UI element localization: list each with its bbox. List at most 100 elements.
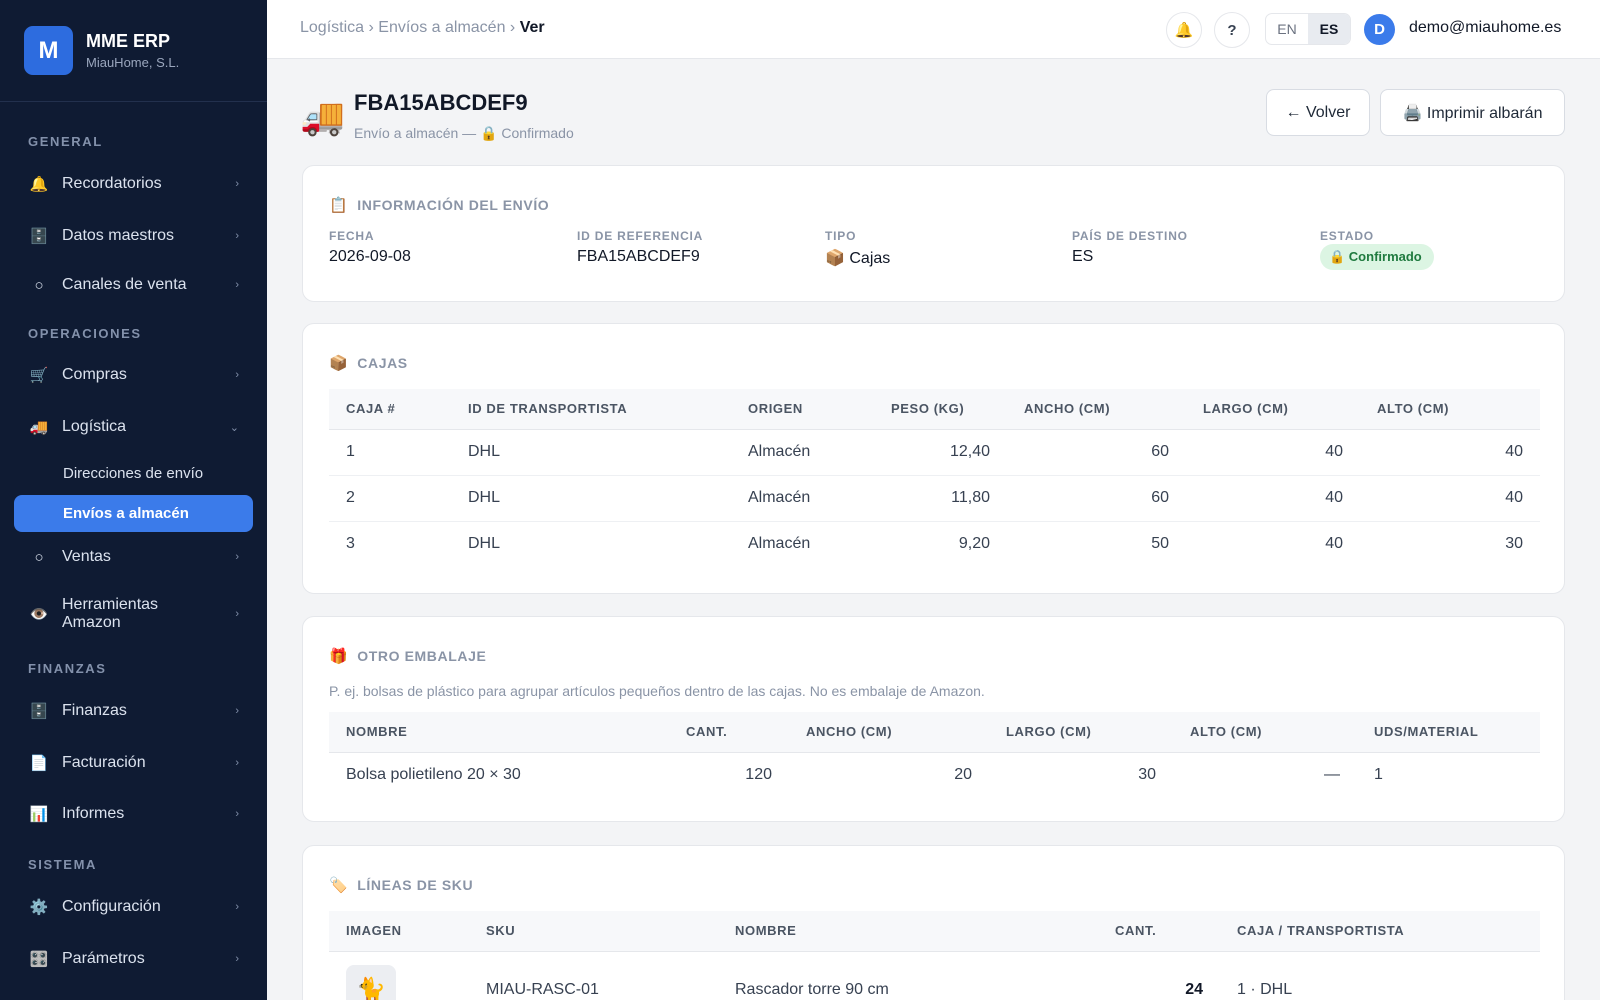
sidebar-item-label: Ventas (62, 548, 111, 565)
brand-logo[interactable]: M (24, 26, 73, 75)
sidebar-item-compras[interactable]: 🛒 Compras › (14, 356, 253, 394)
table-row: 🐈 MIAU-RASC-01 Rascador torre 90 cm 24 1… (329, 951, 1540, 1000)
info-label: ESTADO (1320, 229, 1374, 243)
column-header[interactable]: ALTO (CM) (1173, 712, 1357, 753)
cell-nombre: Bolsa polietileno 20 × 30 (346, 766, 521, 784)
gear-icon: ⚙️ (29, 899, 49, 916)
sidebar-item-parametros[interactable]: 🎛️ Parámetros › (14, 940, 253, 978)
cell-ancho: 20 (954, 766, 972, 784)
info-value: ES (1072, 248, 1094, 265)
cell-transportista: DHL (468, 535, 501, 553)
cell-transportista: DHL (451, 475, 731, 522)
sidebar-item-logistica[interactable]: 🚚 Logística ⌄ (14, 408, 253, 446)
column-header[interactable]: CAJA # (329, 389, 451, 430)
truck-icon: 🚚 (29, 419, 49, 436)
column-header[interactable]: PESO (KG) (874, 389, 1007, 430)
chevron-right-icon: › (235, 369, 239, 381)
chevron-right-icon: › (235, 808, 239, 820)
notifications-button[interactable]: 🔔 (1166, 12, 1202, 48)
sidebar: M MME ERP MiauHome, S.L. GENERAL 🔔 Recor… (0, 0, 267, 1000)
column-header[interactable]: LARGO (CM) (989, 712, 1173, 753)
cell-ancho: 60 (1007, 429, 1186, 476)
clipboard-icon: 📋 (329, 197, 349, 214)
boxes-card: 📦 CAJAS CAJA # ID DE TRANSPORTISTA ORIGE… (302, 323, 1565, 594)
column-header[interactable]: LARGO (CM) (1186, 389, 1360, 430)
sliders-icon: 🎛️ (29, 951, 49, 968)
sidebar-item-label: Canales de venta (62, 276, 187, 293)
lang-en-button[interactable]: EN (1277, 21, 1297, 37)
card-title: 🎁 OTRO EMBALAJE (329, 647, 486, 665)
table-row: 1 DHL Almacén 12,40 60 40 40 (329, 429, 1540, 476)
sidebar-item-datos-maestros[interactable]: 🗄️ Datos maestros › (14, 217, 253, 255)
help-button[interactable]: ? (1214, 12, 1250, 48)
sidebar-item-facturacion[interactable]: 📄 Facturación › (14, 744, 253, 782)
sidebar-item-herramientas-amazon[interactable]: 👁️ Herramientas Amazon › (14, 593, 253, 635)
column-header[interactable]: CANT. (1098, 911, 1220, 952)
breadcrumb-logistica[interactable]: Logística (300, 19, 365, 36)
sidebar-item-label: Configuración (62, 898, 161, 915)
sidebar-item-ventas[interactable]: ○ Ventas › (14, 538, 253, 576)
language-switcher: EN ES (1265, 13, 1351, 45)
sidebar-subitem-envios-almacen[interactable]: Envíos a almacén (14, 495, 253, 532)
table-row: Bolsa polietileno 20 × 30 120 20 30 — 1 (329, 752, 1540, 798)
cell-uds: 1 (1374, 766, 1383, 784)
back-button[interactable]: ← Volver (1266, 89, 1370, 136)
cat-icon: 🐈 (356, 976, 386, 1000)
sidebar-item-recordatorios[interactable]: 🔔 Recordatorios › (14, 165, 253, 203)
sidebar-item-canales-venta[interactable]: ○ Canales de venta › (14, 266, 253, 304)
cell-imagen: 🐈 (329, 951, 469, 1000)
column-header[interactable]: NOMBRE (329, 712, 669, 753)
column-header[interactable]: SKU (469, 911, 718, 952)
table-header-row: IMAGEN SKU NOMBRE CANT. CAJA / TRANSPORT… (329, 911, 1540, 952)
truck-icon: 🚚 (300, 96, 345, 137)
breadcrumb-separator: › (509, 19, 516, 36)
sidebar-item-finanzas[interactable]: 🗄️ Finanzas › (14, 692, 253, 730)
card-title-text: CAJAS (357, 355, 408, 371)
breadcrumb-separator: › (368, 19, 374, 36)
page-title: FBA15ABCDEF9 (354, 90, 528, 115)
circle-icon: ○ (34, 276, 44, 294)
card-title: 📋 INFORMACIÓN DEL ENVÍO (329, 196, 549, 214)
column-header[interactable]: IMAGEN (329, 911, 469, 952)
column-header[interactable]: CANT. (669, 712, 789, 753)
sidebar-item-informes[interactable]: 📊 Informes › (14, 795, 253, 833)
table-header-row: NOMBRE CANT. ANCHO (CM) LARGO (CM) ALTO … (329, 712, 1540, 753)
chevron-right-icon: › (235, 705, 239, 717)
breadcrumb-envios-almacen[interactable]: Envíos a almacén (378, 19, 506, 36)
shipment-info-card: 📋 INFORMACIÓN DEL ENVÍO FECHA 2026-09-08… (302, 165, 1565, 302)
help-icon: ? (1227, 21, 1237, 39)
info-label: FECHA (329, 229, 375, 243)
column-header[interactable]: CAJA / TRANSPORTISTA (1220, 911, 1540, 952)
user-email[interactable]: demo@miauhome.es (1409, 19, 1562, 36)
column-header[interactable]: UDS/MATERIAL (1357, 712, 1540, 753)
product-thumbnail[interactable]: 🐈 (346, 965, 396, 1000)
column-header[interactable]: ANCHO (CM) (1007, 389, 1186, 430)
sidebar-subitem-direcciones-envio[interactable]: Direcciones de envío (63, 465, 204, 482)
column-header[interactable]: ORIGEN (731, 389, 874, 430)
sidebar-item-configuracion[interactable]: ⚙️ Configuración › (14, 888, 253, 926)
sidebar-item-label: Recordatorios (62, 175, 162, 192)
print-delivery-note-button[interactable]: 🖨️ Imprimir albarán (1380, 89, 1565, 136)
cell-ancho: 60 (1007, 475, 1186, 522)
sidebar-item-label: Facturación (62, 754, 146, 771)
page-subtitle: Envío a almacén — 🔒 Confirmado (354, 125, 574, 141)
cell-alto: 40 (1360, 475, 1540, 522)
avatar[interactable]: D (1364, 14, 1395, 45)
card-title: 🏷️ LÍNEAS DE SKU (329, 876, 473, 894)
sidebar-item-label: Parámetros (62, 950, 145, 967)
cell-caja: 1 (329, 429, 451, 476)
lang-es-button[interactable]: ES (1308, 14, 1350, 44)
column-header[interactable]: ANCHO (CM) (789, 712, 989, 753)
cell-nombre: Rascador torre 90 cm (735, 981, 889, 999)
info-reference: ID DE REFERENCIA FBA15ABCDEF9 (577, 229, 703, 266)
info-fecha: FECHA 2026-09-08 (329, 229, 411, 266)
sidebar-item-label: Datos maestros (62, 227, 175, 244)
sku-lines-card: 🏷️ LÍNEAS DE SKU IMAGEN SKU NOMBRE CANT.… (302, 845, 1565, 1000)
nav-section-finanzas: FINANZAS (28, 661, 107, 676)
cell-origen: Almacén (731, 475, 874, 522)
brand: M MME ERP MiauHome, S.L. (0, 0, 267, 102)
column-header[interactable]: NOMBRE (718, 911, 1098, 952)
cell-caja: 2 (329, 475, 451, 522)
column-header[interactable]: ID DE TRANSPORTISTA (451, 389, 731, 430)
column-header[interactable]: ALTO (CM) (1360, 389, 1540, 430)
